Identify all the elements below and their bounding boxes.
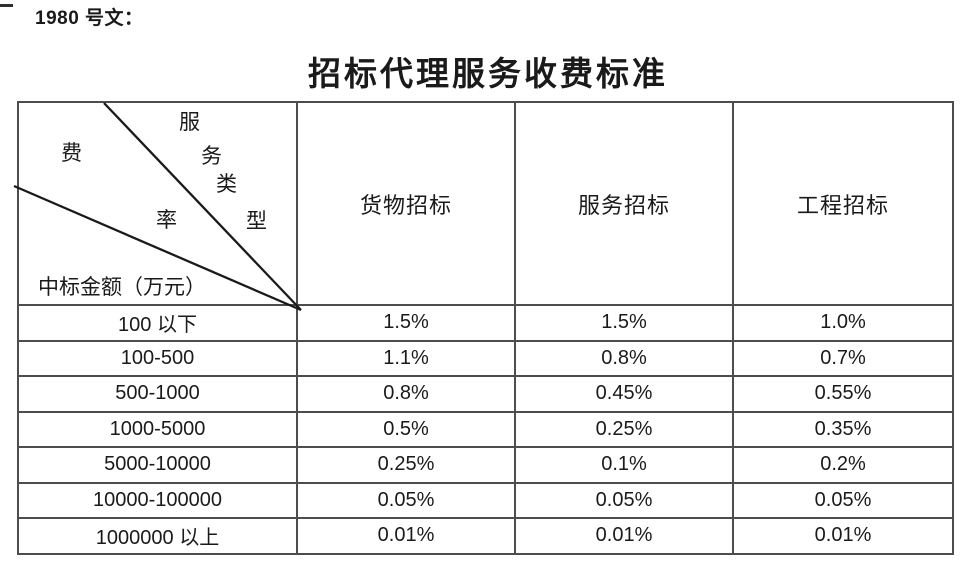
corner-label-rate-char-2: 率 [156,208,177,232]
amount-range-cell: 100 以下 [17,304,298,342]
rate-cell-services: 0.8% [514,339,734,377]
rate-cell-works: 1.0% [732,304,954,342]
fee-standard-table: 费 服 务 类 型 率 中标金额（万元） 货物招标 服务招标 工程招标 100 … [13,101,954,555]
table-row: 100-500 1.1% 0.8% 0.7% [17,339,954,377]
column-header-services-bidding: 服务招标 [514,101,734,306]
rate-cell-works: 0.7% [732,339,954,377]
amount-range-cell: 500-1000 [17,375,298,413]
table-row: 1000-5000 0.5% 0.25% 0.35% [17,410,954,448]
rate-cell-goods: 0.8% [296,375,516,413]
amount-range-cell: 1000000 以上 [17,517,298,555]
rate-cell-goods: 0.05% [296,481,516,519]
amount-range-cell: 1000-5000 [17,410,298,448]
corner-label-type-char-3: 类 [216,172,237,196]
rate-cell-services: 0.05% [514,481,734,519]
document-number-label: 1980 号文： [35,8,144,29]
amount-range-cell: 10000-100000 [17,481,298,519]
rate-cell-goods: 0.5% [296,410,516,448]
rate-cell-goods: 1.1% [296,339,516,377]
rate-cell-works: 0.35% [732,410,954,448]
amount-range-cell: 5000-10000 [17,446,298,484]
rate-cell-services: 0.25% [514,410,734,448]
rate-cell-services: 1.5% [514,304,734,342]
corner-label-type-char-1: 服 [179,110,200,134]
corner-label-type-char-4: 型 [246,209,267,233]
table-row: 500-1000 0.8% 0.45% 0.55% [17,375,954,413]
table-row: 1000000 以上 0.01% 0.01% 0.01% [17,517,954,555]
rate-cell-works: 0.01% [732,517,954,555]
table-row: 10000-100000 0.05% 0.05% 0.05% [17,481,954,519]
column-header-goods-bidding: 货物招标 [296,101,516,306]
table-header-row: 费 服 务 类 型 率 中标金额（万元） 货物招标 服务招标 工程招标 [13,101,954,312]
corner-label-type-char-2: 务 [201,144,222,168]
page-title: 招标代理服务收费标准 [308,57,668,93]
corner-amount-label: 中标金额（万元） [38,275,206,299]
rate-cell-goods: 0.01% [296,517,516,555]
corner-label-rate-char-1: 费 [61,141,82,165]
page-edge-artifact [0,4,13,7]
diagonal-corner-cell: 费 服 务 类 型 率 中标金额（万元） [13,101,302,312]
column-header-works-bidding: 工程招标 [732,101,954,306]
rate-cell-services: 0.01% [514,517,734,555]
table-row: 100 以下 1.5% 1.5% 1.0% [17,304,954,342]
diagonal-line-upper [103,102,302,311]
diagonal-line-lower [13,184,302,312]
rate-cell-goods: 1.5% [296,304,516,342]
amount-range-cell: 100-500 [17,339,298,377]
rate-cell-works: 0.2% [732,446,954,484]
rate-cell-works: 0.55% [732,375,954,413]
diagonal-lines-graphic [13,102,302,312]
table-row: 5000-10000 0.25% 0.1% 0.2% [17,446,954,484]
rate-cell-services: 0.1% [514,446,734,484]
rate-cell-works: 0.05% [732,481,954,519]
rate-cell-services: 0.45% [514,375,734,413]
rate-cell-goods: 0.25% [296,446,516,484]
